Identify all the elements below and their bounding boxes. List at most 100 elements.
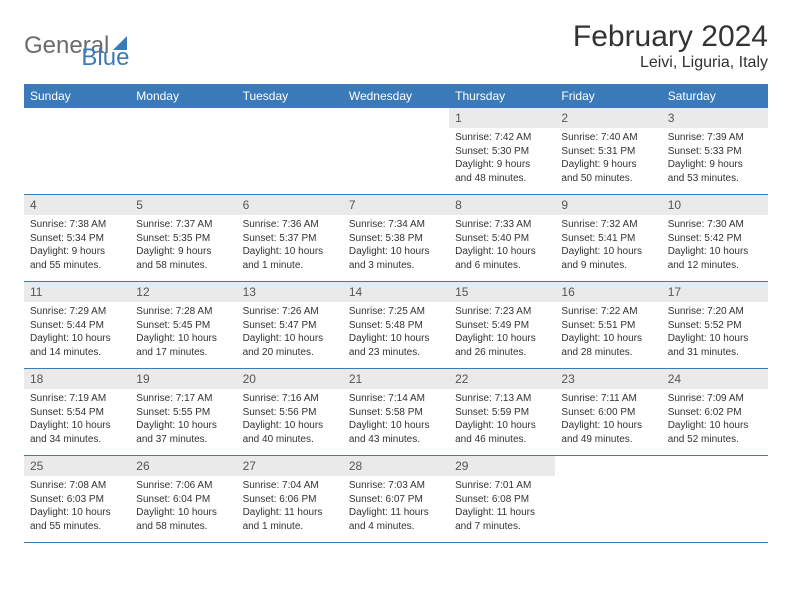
sunset-line: Sunset: 5:33 PM [668, 145, 762, 159]
sunset-line: Sunset: 5:40 PM [455, 232, 549, 246]
day-cell-28: 28Sunrise: 7:03 AMSunset: 6:07 PMDayligh… [343, 456, 449, 542]
day-body: Sunrise: 7:32 AMSunset: 5:41 PMDaylight:… [555, 215, 661, 278]
day-number: 7 [343, 195, 449, 215]
daylight-line: Daylight: 10 hours and 55 minutes. [30, 506, 124, 533]
sunrise-line: Sunrise: 7:42 AM [455, 131, 549, 145]
sunset-line: Sunset: 5:38 PM [349, 232, 443, 246]
location: Leivi, Liguria, Italy [573, 54, 768, 72]
sunset-line: Sunset: 5:54 PM [30, 406, 124, 420]
day-number: 22 [449, 369, 555, 389]
day-cell-16: 16 Sunrise: 7:22 AMSunset: 5:51 PMDayligh… [555, 282, 661, 368]
sunrise-line: Sunrise: 7:04 AM [243, 479, 337, 493]
sunset-line: Sunset: 5:56 PM [243, 406, 337, 420]
daylight-line: Daylight: 9 hours and 55 minutes. [30, 245, 124, 272]
daylight-line: Daylight: 9 hours and 53 minutes. [668, 158, 762, 185]
day-cell-empty [24, 108, 130, 194]
day-number: 24 [662, 369, 768, 389]
weekday-friday: Friday [555, 84, 661, 108]
daylight-line: Daylight: 11 hours and 1 minute. [243, 506, 337, 533]
daylight-line: Daylight: 10 hours and 28 minutes. [561, 332, 655, 359]
day-body: Sunrise: 7:03 AMSunset: 6:07 PMDaylight:… [343, 476, 449, 539]
sunrise-line: Sunrise: 7:01 AM [455, 479, 549, 493]
week-row: 4Sunrise: 7:38 AMSunset: 5:34 PMDaylight… [24, 195, 768, 282]
day-cell-12: 12Sunrise: 7:28 AMSunset: 5:45 PMDayligh… [130, 282, 236, 368]
day-body: Sunrise: 7:40 AMSunset: 5:31 PMDaylight:… [555, 128, 661, 191]
sunset-line: Sunset: 5:52 PM [668, 319, 762, 333]
week-row: 1Sunrise: 7:42 AMSunset: 5:30 PMDaylight… [24, 108, 768, 195]
sunset-line: Sunset: 5:51 PM [561, 319, 655, 333]
day-number: 15 [449, 282, 555, 302]
day-cell-29: 29Sunrise: 7:01 AMSunset: 6:08 PMDayligh… [449, 456, 555, 542]
sunrise-line: Sunrise: 7:37 AM [136, 218, 230, 232]
daylight-line: Daylight: 9 hours and 48 minutes. [455, 158, 549, 185]
day-body: Sunrise: 7:08 AMSunset: 6:03 PMDaylight:… [24, 476, 130, 539]
day-cell-23: 23Sunrise: 7:11 AMSunset: 6:00 PMDayligh… [555, 369, 661, 455]
weekday-wednesday: Wednesday [343, 84, 449, 108]
day-cell-24: 24Sunrise: 7:09 AMSunset: 6:02 PMDayligh… [662, 369, 768, 455]
week-row: 11Sunrise: 7:29 AMSunset: 5:44 PMDayligh… [24, 282, 768, 369]
calendar-page: General Blue February 2024 Leivi, Liguri… [0, 0, 792, 563]
sunset-line: Sunset: 5:58 PM [349, 406, 443, 420]
day-number: 4 [24, 195, 130, 215]
day-cell-10: 10Sunrise: 7:30 AMSunset: 5:42 PMDayligh… [662, 195, 768, 281]
day-body: Sunrise: 7:34 AMSunset: 5:38 PMDaylight:… [343, 215, 449, 278]
day-body: Sunrise: 7:28 AMSunset: 5:45 PMDaylight:… [130, 302, 236, 365]
day-number: 6 [237, 195, 343, 215]
sunset-line: Sunset: 5:49 PM [455, 319, 549, 333]
daylight-line: Daylight: 10 hours and 43 minutes. [349, 419, 443, 446]
day-body: Sunrise: 7:38 AMSunset: 5:34 PMDaylight:… [24, 215, 130, 278]
sunset-line: Sunset: 6:02 PM [668, 406, 762, 420]
sunrise-line: Sunrise: 7:08 AM [30, 479, 124, 493]
logo: General Blue [24, 20, 129, 72]
sunrise-line: Sunrise: 7:22 AM [561, 305, 655, 319]
day-number-empty [555, 456, 661, 476]
sunrise-line: Sunrise: 7:09 AM [668, 392, 762, 406]
day-cell-26: 26Sunrise: 7:06 AMSunset: 6:04 PMDayligh… [130, 456, 236, 542]
day-cell-4: 4Sunrise: 7:38 AMSunset: 5:34 PMDaylight… [24, 195, 130, 281]
sunset-line: Sunset: 6:03 PM [30, 493, 124, 507]
daylight-line: Daylight: 10 hours and 31 minutes. [668, 332, 762, 359]
daylight-line: Daylight: 10 hours and 58 minutes. [136, 506, 230, 533]
sunrise-line: Sunrise: 7:36 AM [243, 218, 337, 232]
day-number: 12 [130, 282, 236, 302]
daylight-line: Daylight: 10 hours and 49 minutes. [561, 419, 655, 446]
sunset-line: Sunset: 5:55 PM [136, 406, 230, 420]
calendar-grid: SundayMondayTuesdayWednesdayThursdayFrid… [24, 84, 768, 543]
day-number: 2 [555, 108, 661, 128]
day-number: 11 [24, 282, 130, 302]
day-number: 21 [343, 369, 449, 389]
week-row: 18Sunrise: 7:19 AMSunset: 5:54 PMDayligh… [24, 369, 768, 456]
sunrise-line: Sunrise: 7:11 AM [561, 392, 655, 406]
day-body: Sunrise: 7:06 AMSunset: 6:04 PMDaylight:… [130, 476, 236, 539]
daylight-line: Daylight: 9 hours and 58 minutes. [136, 245, 230, 272]
day-number: 23 [555, 369, 661, 389]
sunset-line: Sunset: 5:31 PM [561, 145, 655, 159]
daylight-line: Daylight: 10 hours and 3 minutes. [349, 245, 443, 272]
sunset-line: Sunset: 6:04 PM [136, 493, 230, 507]
daylight-line: Daylight: 10 hours and 1 minute. [243, 245, 337, 272]
sunrise-line: Sunrise: 7:23 AM [455, 305, 549, 319]
day-body: Sunrise: 7:01 AMSunset: 6:08 PMDaylight:… [449, 476, 555, 539]
day-cell-empty [343, 108, 449, 194]
daylight-line: Daylight: 10 hours and 14 minutes. [30, 332, 124, 359]
day-number: 13 [237, 282, 343, 302]
weekday-tuesday: Tuesday [237, 84, 343, 108]
sunrise-line: Sunrise: 7:39 AM [668, 131, 762, 145]
day-number: 8 [449, 195, 555, 215]
sunrise-line: Sunrise: 7:03 AM [349, 479, 443, 493]
day-number: 5 [130, 195, 236, 215]
day-cell-5: 5Sunrise: 7:37 AMSunset: 5:35 PMDaylight… [130, 195, 236, 281]
sunrise-line: Sunrise: 7:17 AM [136, 392, 230, 406]
day-number: 16 [555, 282, 661, 302]
sunrise-line: Sunrise: 7:29 AM [30, 305, 124, 319]
sunrise-line: Sunrise: 7:06 AM [136, 479, 230, 493]
sunrise-line: Sunrise: 7:25 AM [349, 305, 443, 319]
day-cell-empty [662, 456, 768, 542]
day-body: Sunrise: 7:13 AMSunset: 5:59 PMDaylight:… [449, 389, 555, 452]
weekday-monday: Monday [130, 84, 236, 108]
sunrise-line: Sunrise: 7:26 AM [243, 305, 337, 319]
day-cell-11: 11Sunrise: 7:29 AMSunset: 5:44 PMDayligh… [24, 282, 130, 368]
sunset-line: Sunset: 6:07 PM [349, 493, 443, 507]
daylight-line: Daylight: 10 hours and 26 minutes. [455, 332, 549, 359]
day-cell-25: 25Sunrise: 7:08 AMSunset: 6:03 PMDayligh… [24, 456, 130, 542]
